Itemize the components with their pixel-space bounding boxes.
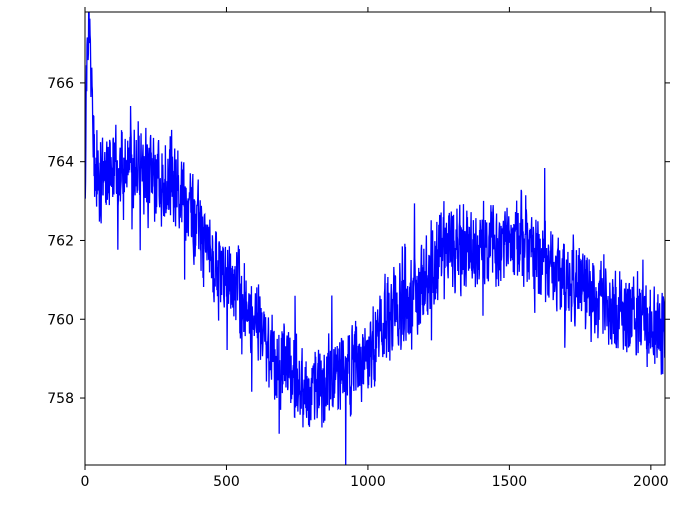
line-chart: 0 500 1000 1500 2000 758 760 762 764 766 [0,0,680,518]
y-tick-label: 764 [47,155,74,171]
y-tick-label: 760 [47,312,74,328]
chart-container: 0 500 1000 1500 2000 758 760 762 764 766 [0,0,680,518]
x-tick-label: 1500 [492,474,528,490]
y-tick-label: 758 [47,391,74,407]
x-tick-label: 2000 [633,474,669,490]
x-tick-label: 0 [81,474,90,490]
x-tick-label: 500 [213,474,240,490]
x-tick-label: 1000 [350,474,386,490]
y-tick-label: 762 [47,233,74,249]
y-tick-label: 766 [47,76,74,92]
